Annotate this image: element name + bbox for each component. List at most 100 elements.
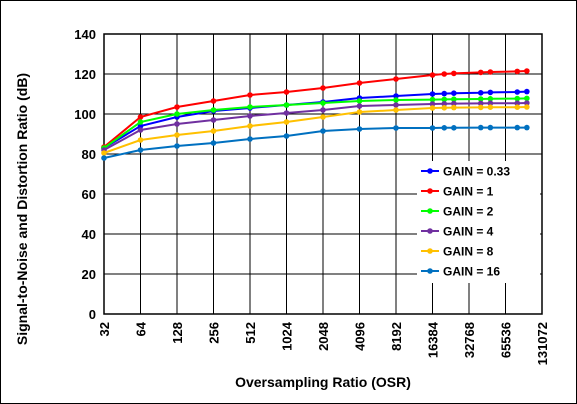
data-point	[210, 98, 217, 104]
data-point	[524, 100, 530, 106]
x-tick-label: 131072	[535, 322, 550, 365]
y-tick-label: 140	[74, 27, 96, 42]
legend-swatch-marker	[427, 228, 433, 234]
data-point	[320, 85, 326, 91]
y-tick-label: 120	[74, 67, 96, 82]
x-tick-label: 32768	[462, 322, 477, 358]
series-line	[103, 97, 527, 149]
data-point	[283, 119, 290, 125]
data-point	[393, 125, 399, 131]
data-point	[451, 70, 457, 77]
series-5	[101, 104, 530, 156]
series-2	[101, 68, 530, 150]
legend-swatch-marker	[427, 168, 433, 174]
data-point	[137, 123, 144, 129]
data-point	[320, 128, 326, 134]
legend-label: GAIN = 8	[443, 245, 494, 259]
legend-item: GAIN = 4	[421, 225, 494, 239]
data-point	[283, 89, 290, 95]
data-point	[429, 72, 436, 78]
data-point	[101, 150, 107, 156]
data-point	[451, 90, 457, 96]
data-point	[174, 111, 180, 117]
data-point	[514, 95, 521, 102]
data-point	[247, 104, 253, 110]
data-point	[487, 89, 494, 96]
data-point	[137, 119, 144, 125]
data-point	[356, 98, 363, 104]
legend-item: GAIN = 2	[421, 205, 494, 219]
data-point	[451, 96, 457, 102]
data-point	[393, 107, 399, 113]
data-point	[393, 93, 399, 99]
data-series	[101, 68, 530, 161]
x-tick-label: 64	[134, 321, 149, 336]
legend: GAIN = 0.33 GAIN = 1 GAIN = 2 GAIN = 4 GAIN …	[417, 161, 540, 283]
data-point	[477, 69, 484, 76]
legend-label: GAIN = 0.33	[443, 165, 510, 179]
data-point	[477, 104, 484, 111]
data-point	[429, 105, 436, 111]
series-4	[101, 100, 530, 153]
data-point	[356, 80, 363, 86]
data-point	[174, 104, 180, 110]
tick-labels: 0 20 40 60 80 100 120 140 32 64 128 256 512 1024 2048 4…	[74, 27, 550, 365]
x-tick-label: 32	[97, 322, 112, 336]
legend-swatch-marker	[427, 208, 433, 214]
y-tick-label: 40	[82, 227, 96, 242]
data-point	[393, 102, 399, 108]
data-point	[174, 121, 180, 127]
data-point	[487, 104, 494, 110]
data-point	[514, 89, 521, 95]
data-point	[429, 91, 436, 97]
legend-swatch-marker	[427, 268, 433, 274]
data-point	[356, 109, 363, 115]
data-point	[393, 76, 399, 82]
data-point	[429, 101, 436, 107]
data-point	[441, 125, 448, 131]
data-point	[283, 110, 290, 116]
data-point	[174, 132, 180, 138]
data-point	[137, 127, 144, 133]
data-point	[283, 102, 290, 108]
data-point	[320, 107, 326, 113]
x-axis-title: Oversampling Ratio (OSR)	[235, 374, 411, 390]
x-tick-label: 65536	[499, 322, 514, 358]
data-point	[514, 100, 521, 106]
series-line	[103, 106, 527, 154]
data-point	[441, 71, 448, 77]
y-tick-label: 0	[89, 307, 96, 322]
data-point	[210, 107, 217, 113]
data-point	[487, 96, 494, 102]
series-line	[103, 102, 527, 151]
data-point	[101, 155, 107, 161]
series-line	[103, 126, 527, 159]
legend-item: GAIN = 16	[421, 265, 500, 279]
data-point	[137, 137, 144, 143]
data-point	[247, 136, 253, 142]
data-point	[524, 95, 530, 102]
data-point	[441, 105, 448, 111]
data-point	[514, 68, 521, 75]
data-point	[210, 117, 217, 123]
data-point	[210, 140, 217, 146]
data-point	[247, 113, 253, 119]
x-tick-label: 1024	[280, 321, 295, 351]
series-3	[101, 95, 530, 151]
data-point	[524, 68, 530, 74]
y-tick-label: 60	[82, 187, 96, 202]
data-point	[487, 69, 494, 75]
x-tick-label: 16384	[426, 321, 441, 358]
legend-label: GAIN = 16	[443, 265, 500, 279]
data-point	[524, 104, 530, 110]
data-point	[137, 147, 144, 153]
data-point	[441, 96, 448, 103]
data-point	[441, 101, 448, 107]
legend-background	[417, 161, 540, 283]
legend-item: GAIN = 1	[421, 185, 494, 199]
data-point	[514, 124, 521, 131]
y-axis-title: Signal-to-Noise and Distortion Ratio (dB…	[14, 73, 30, 345]
series-1	[101, 88, 530, 151]
legend-item: GAIN = 0.33	[421, 165, 510, 179]
